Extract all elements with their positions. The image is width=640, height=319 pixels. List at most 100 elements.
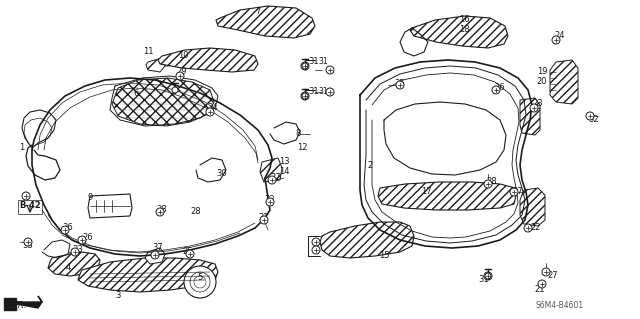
Circle shape [552,36,560,44]
Text: 29: 29 [177,68,188,77]
Circle shape [266,198,274,206]
Text: 18: 18 [459,26,469,34]
Circle shape [156,208,164,216]
Circle shape [538,280,546,288]
Text: 4: 4 [65,263,70,272]
Polygon shape [48,252,100,276]
Circle shape [302,93,308,99]
Polygon shape [520,188,545,226]
Polygon shape [145,248,165,264]
Circle shape [22,192,30,200]
Text: 19: 19 [537,68,547,77]
Polygon shape [320,222,414,258]
Circle shape [176,72,184,80]
Circle shape [184,266,216,298]
Polygon shape [163,52,188,66]
Circle shape [485,273,491,279]
Text: 31: 31 [479,276,490,285]
Polygon shape [216,6,315,38]
Text: 27: 27 [513,188,524,197]
Circle shape [301,62,309,70]
Polygon shape [146,58,165,72]
Text: 28: 28 [191,207,202,217]
Text: 32: 32 [265,196,275,204]
Text: 35: 35 [395,79,405,88]
Text: 8: 8 [295,130,301,138]
Circle shape [492,86,500,94]
Circle shape [190,272,210,292]
Text: 23: 23 [532,100,543,108]
Circle shape [396,81,404,89]
Circle shape [24,238,32,246]
Text: 37: 37 [152,243,163,253]
Text: 27: 27 [271,174,282,182]
Text: 21: 21 [535,286,545,294]
Circle shape [586,112,594,120]
Circle shape [186,250,194,258]
Text: 36: 36 [63,224,74,233]
Polygon shape [6,296,42,308]
Text: 31: 31 [308,57,319,66]
Text: 27: 27 [548,271,558,279]
Text: 32: 32 [589,115,599,124]
Circle shape [268,176,276,184]
Text: 31: 31 [318,87,328,97]
Circle shape [194,276,206,288]
Text: 28: 28 [486,177,497,187]
Circle shape [524,224,532,232]
Text: 16: 16 [459,16,469,25]
Text: 13: 13 [278,158,289,167]
Text: 10: 10 [178,51,188,61]
Circle shape [301,92,309,100]
Text: 5: 5 [197,273,203,283]
Circle shape [312,238,320,246]
Polygon shape [550,60,578,104]
Circle shape [326,88,334,96]
Text: 26: 26 [83,234,93,242]
Text: 34: 34 [208,103,218,113]
Circle shape [260,216,268,224]
Circle shape [172,87,178,93]
Polygon shape [378,182,516,210]
Text: 24: 24 [555,32,565,41]
Text: 28: 28 [157,205,167,214]
Polygon shape [158,48,258,72]
Text: 14: 14 [279,167,289,176]
Circle shape [530,104,538,112]
Text: 15: 15 [379,250,389,259]
Text: 21: 21 [259,213,269,222]
Text: 6: 6 [133,90,139,99]
Circle shape [302,63,308,69]
Text: 1: 1 [19,144,24,152]
Polygon shape [410,16,508,48]
Text: B-42: B-42 [19,201,41,210]
Text: 20: 20 [537,78,547,86]
Text: FR.: FR. [13,300,27,309]
Circle shape [61,226,69,234]
Text: 31: 31 [308,87,319,97]
Circle shape [510,188,518,196]
Circle shape [484,180,492,188]
Circle shape [542,268,550,276]
Circle shape [484,272,492,280]
Text: 3: 3 [115,291,121,300]
Polygon shape [78,258,218,292]
Text: 22: 22 [531,224,541,233]
Text: 31: 31 [318,57,328,66]
Circle shape [78,236,86,244]
Polygon shape [260,158,282,182]
Text: S6M4-B4601: S6M4-B4601 [536,300,584,309]
Polygon shape [112,78,214,126]
Text: 2: 2 [367,160,372,169]
Text: 12: 12 [297,144,307,152]
Polygon shape [4,298,16,310]
Polygon shape [88,194,132,218]
Circle shape [312,246,320,254]
Polygon shape [520,98,540,135]
Text: 17: 17 [420,188,431,197]
Text: 9: 9 [88,194,93,203]
Text: 26: 26 [495,84,506,93]
Text: 33: 33 [72,246,83,255]
Circle shape [151,251,159,259]
Circle shape [206,108,214,116]
